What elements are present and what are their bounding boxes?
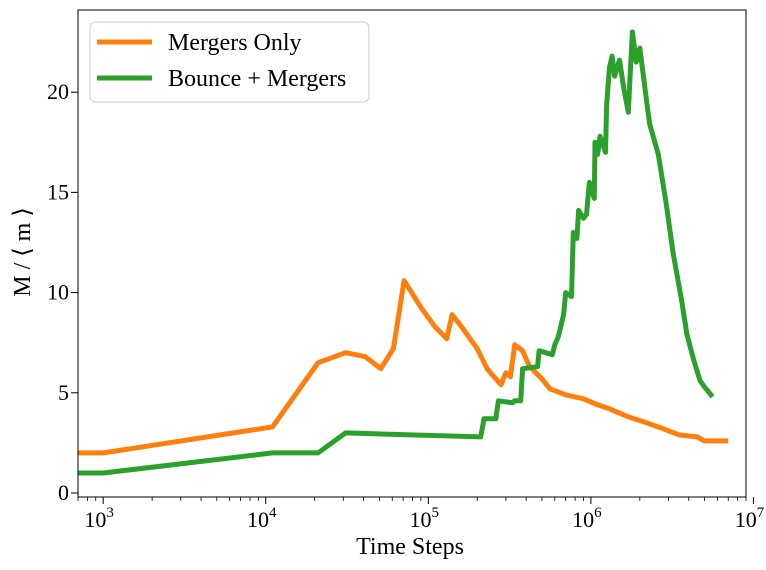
x-axis-label: Time Steps <box>356 534 464 560</box>
series-layer <box>78 29 729 476</box>
series-line-bounce-mergers <box>78 29 715 476</box>
y-tick-label: 5 <box>58 380 69 405</box>
y-tick-label: 15 <box>47 179 69 204</box>
legend-box <box>89 21 370 103</box>
ticks-layer: 103 104 105 106 107 0 5 10 15 20 <box>47 79 765 532</box>
x-tick-label: 105 <box>410 505 440 532</box>
x-tick-label: 106 <box>572 505 602 532</box>
x-tick-label: 107 <box>735 505 765 532</box>
plot-frame <box>77 9 747 498</box>
y-tick-label: 10 <box>47 280 69 305</box>
legend-label-bounce-mergers: Bounce + Mergers <box>168 66 346 92</box>
x-tick-label: 104 <box>247 505 277 532</box>
legend-label-mergers-only: Mergers Only <box>168 30 302 56</box>
y-tick-label: 0 <box>58 480 69 505</box>
series-line-mergers-only <box>78 278 729 456</box>
y-tick-label: 20 <box>47 79 69 104</box>
x-tick-label: 103 <box>84 505 114 532</box>
y-axis-label: M / ⟨ m ⟩ <box>10 207 36 296</box>
legend: Mergers Only Bounce + Mergers <box>89 21 370 103</box>
